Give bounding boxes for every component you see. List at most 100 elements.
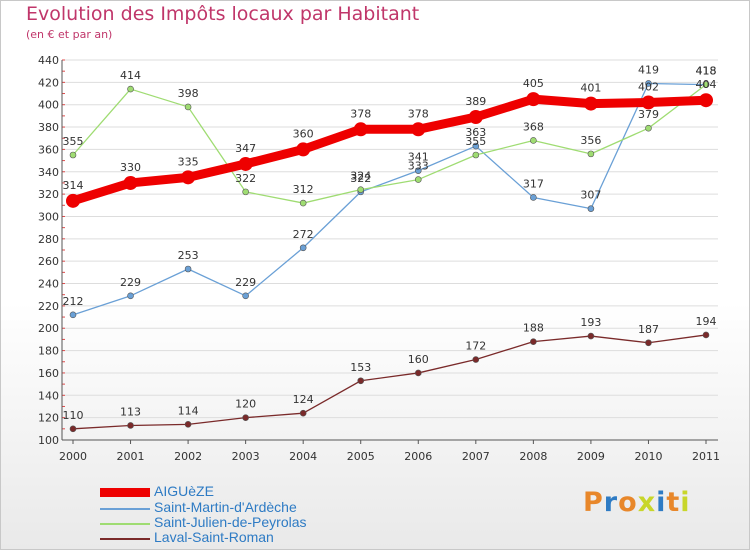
- data-label-saint-martin: 272: [293, 228, 314, 241]
- data-point-laval: [414, 369, 422, 377]
- data-point-saint-martin: [69, 311, 77, 319]
- data-label-laval: 172: [465, 340, 486, 353]
- y-tick-label: 100: [38, 434, 59, 447]
- data-label-saint-martin: 229: [235, 276, 256, 289]
- x-tick-label: 2010: [634, 450, 662, 463]
- data-label-saint-martin: 363: [465, 126, 486, 139]
- data-point-aigueze: [699, 93, 713, 108]
- legend-label-aigueze: AIGUèZE: [154, 483, 214, 499]
- y-tick-label: 320: [38, 188, 59, 201]
- data-label-aigueze: 402: [638, 80, 659, 93]
- data-point-aigueze: [66, 193, 80, 208]
- data-label-saint-julien: 414: [120, 69, 141, 82]
- data-label-aigueze: 330: [120, 161, 141, 174]
- data-point-saint-julien: [127, 85, 134, 93]
- data-point-laval: [299, 409, 307, 417]
- legend-swatch-aigueze: [100, 488, 150, 497]
- data-label-saint-martin: 317: [523, 177, 544, 190]
- y-tick-label: 220: [38, 300, 59, 313]
- data-point-aigueze: [583, 96, 598, 111]
- data-point-laval: [587, 332, 595, 340]
- data-label-laval: 113: [120, 405, 141, 418]
- data-label-saint-julien: 368: [523, 120, 544, 133]
- data-point-saint-martin: [530, 194, 537, 201]
- data-label-laval: 110: [63, 409, 84, 422]
- data-point-aigueze: [411, 122, 426, 137]
- data-label-saint-julien: 312: [293, 183, 314, 196]
- data-point-aigueze: [468, 110, 483, 124]
- x-tick-label: 2004: [289, 450, 317, 463]
- x-tick-label: 2003: [232, 450, 260, 463]
- data-point-saint-julien: [645, 124, 652, 132]
- y-tick-label: 360: [38, 143, 59, 156]
- data-point-laval: [530, 338, 537, 345]
- data-point-saint-julien: [357, 186, 365, 193]
- data-point-saint-julien: [702, 81, 710, 88]
- data-point-saint-julien: [242, 188, 249, 196]
- y-tick-label: 180: [38, 345, 59, 358]
- data-label-saint-martin: 212: [63, 295, 84, 308]
- data-point-saint-julien: [530, 137, 537, 144]
- data-label-saint-martin: 253: [178, 249, 199, 262]
- data-point-laval: [645, 339, 652, 347]
- data-label-aigueze: 389: [465, 95, 486, 108]
- data-point-saint-martin: [242, 292, 249, 300]
- y-tick-label: 300: [38, 210, 59, 223]
- y-tick-label: 340: [38, 166, 59, 179]
- data-point-aigueze: [123, 175, 138, 190]
- data-label-aigueze: 378: [408, 107, 429, 120]
- data-label-aigueze: 378: [350, 107, 371, 120]
- data-label-aigueze: 347: [235, 142, 256, 155]
- data-label-aigueze: 404: [696, 78, 717, 91]
- legend-label-saint-julien: Saint-Julien-de-Peyrolas: [154, 514, 307, 530]
- data-point-saint-julien: [587, 150, 595, 158]
- data-point-saint-martin: [127, 292, 134, 300]
- data-label-saint-julien: 398: [178, 87, 199, 100]
- data-label-saint-julien: 322: [235, 172, 256, 185]
- data-point-saint-julien: [414, 176, 422, 183]
- data-point-laval: [184, 421, 192, 428]
- data-label-saint-julien: 355: [465, 135, 486, 148]
- data-point-saint-julien: [184, 103, 192, 111]
- data-point-aigueze: [526, 92, 541, 107]
- series-line-laval: [72, 334, 707, 430]
- legend-swatch-laval: [100, 538, 150, 540]
- data-point-aigueze: [238, 156, 253, 171]
- x-tick-label: 2009: [577, 450, 605, 463]
- data-label-saint-martin: 229: [120, 276, 141, 289]
- y-tick-label: 380: [38, 121, 59, 134]
- x-tick-label: 2008: [519, 450, 547, 463]
- data-label-laval: 160: [408, 353, 429, 366]
- series-line-saint-martin: [72, 82, 707, 316]
- x-tick-label: 2006: [404, 450, 432, 463]
- data-label-laval: 193: [580, 316, 601, 329]
- data-point-aigueze: [641, 95, 656, 110]
- data-label-aigueze: 360: [293, 127, 314, 140]
- data-label-aigueze: 401: [580, 82, 601, 95]
- data-label-aigueze: 314: [63, 179, 84, 192]
- data-point-saint-martin: [472, 142, 480, 150]
- proxiti-logo: Proxiti: [583, 487, 691, 518]
- chart-title: Evolution des Impôts locaux par Habitant: [26, 3, 420, 25]
- data-point-laval: [472, 356, 480, 363]
- data-point-aigueze: [296, 142, 311, 157]
- data-label-aigueze: 405: [523, 77, 544, 90]
- y-tick-label: 280: [38, 233, 59, 246]
- data-point-saint-martin: [414, 167, 422, 174]
- data-point-saint-martin: [645, 80, 652, 87]
- data-point-laval: [69, 425, 77, 433]
- data-label-laval: 187: [638, 323, 659, 336]
- data-point-saint-martin: [184, 265, 192, 273]
- data-point-saint-martin: [587, 205, 595, 212]
- data-label-laval: 188: [523, 322, 544, 335]
- x-tick-label: 2005: [347, 450, 375, 463]
- data-label-laval: 114: [178, 404, 199, 417]
- data-label-saint-julien: 333: [408, 160, 429, 173]
- legend-label-laval: Laval-Saint-Roman: [154, 529, 274, 545]
- data-point-aigueze: [181, 170, 196, 185]
- data-label-laval: 153: [350, 361, 371, 374]
- y-tick-label: 120: [38, 412, 59, 425]
- legend-swatch-saint-martin: [100, 508, 150, 510]
- data-label-saint-julien: 379: [638, 108, 659, 121]
